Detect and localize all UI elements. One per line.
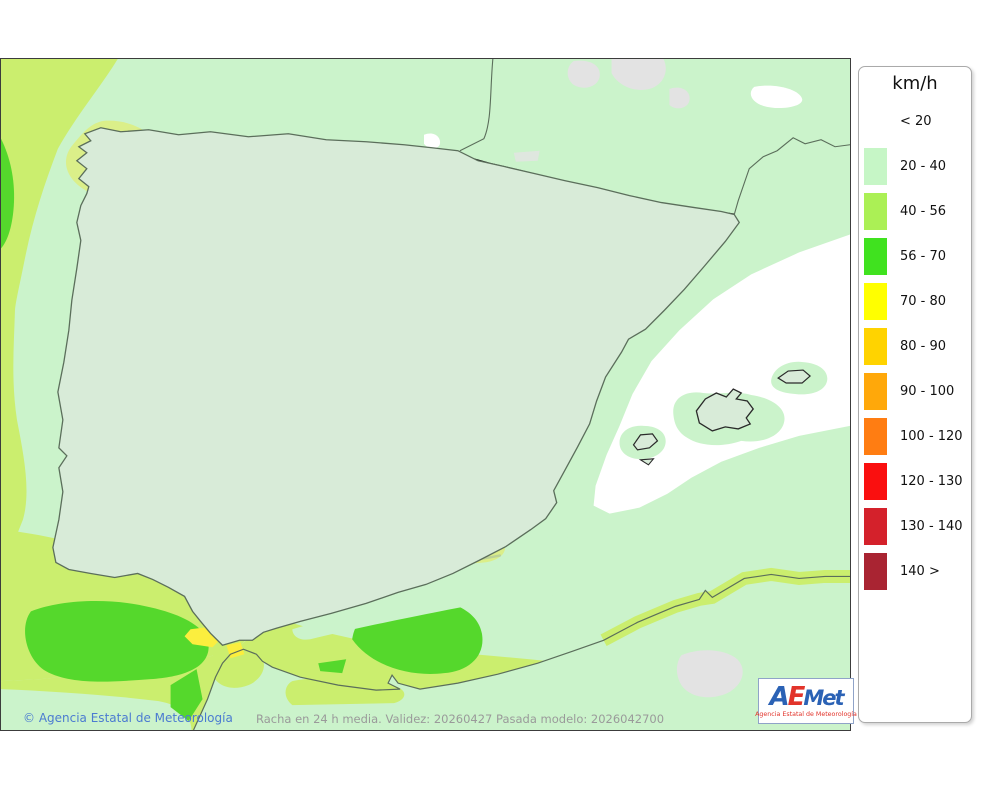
biscay-white-blob bbox=[750, 85, 803, 109]
coastal-20-40-band bbox=[292, 505, 569, 640]
logo-letter-a: A bbox=[769, 682, 789, 712]
logo-subtitle: Agencia Estatal de Meteorología bbox=[755, 711, 857, 718]
legend-color-swatch bbox=[864, 463, 887, 500]
aemet-logo: AEMet Agencia Estatal de Meteorología bbox=[755, 678, 857, 724]
legend-item-label: 40 - 56 bbox=[900, 204, 947, 219]
legend-item-label: < 20 bbox=[900, 114, 932, 129]
gulf-56-70-blob bbox=[25, 600, 209, 682]
legend-item-label: 100 - 120 bbox=[900, 429, 963, 444]
legend-item: 100 - 120 bbox=[859, 418, 971, 455]
france-gray-4 bbox=[513, 150, 540, 162]
tangier-40-56 bbox=[210, 646, 264, 688]
legend-item: 20 - 40 bbox=[859, 148, 971, 185]
legend-item: 90 - 100 bbox=[859, 373, 971, 410]
legend-color-swatch bbox=[864, 283, 887, 320]
france-gray-3 bbox=[669, 87, 690, 109]
legend-color-swatch bbox=[864, 373, 887, 410]
copyright-text: © Agencia Estatal de Meteorología bbox=[23, 711, 233, 725]
calm-biscay-blob bbox=[424, 133, 441, 149]
legend-color-swatch bbox=[864, 238, 887, 275]
legend-title: km/h bbox=[892, 73, 938, 94]
legend-item-label: 120 - 130 bbox=[900, 474, 963, 489]
legend-item-label: 56 - 70 bbox=[900, 249, 947, 264]
map-canvas: © Agencia Estatal de Meteorología Racha … bbox=[0, 58, 857, 731]
legend-list: < 20 20 - 40 40 - 56 56 - 70 70 - 80 80 … bbox=[859, 103, 971, 590]
legend-item: 70 - 80 bbox=[859, 283, 971, 320]
legend-item: < 20 bbox=[859, 103, 971, 140]
logo-letters-met: Met bbox=[803, 686, 844, 710]
france-gray-2 bbox=[611, 59, 666, 90]
legend-item: 56 - 70 bbox=[859, 238, 971, 275]
legend-item: 40 - 56 bbox=[859, 193, 971, 230]
france-med-coast bbox=[733, 137, 850, 215]
legend-item: 80 - 90 bbox=[859, 328, 971, 365]
strait-56-70-small bbox=[318, 659, 347, 674]
aemet-wordmark: AEMet bbox=[769, 682, 844, 712]
balearic-islands bbox=[619, 361, 828, 466]
legend-color-swatch bbox=[864, 193, 887, 230]
corner-20-40 bbox=[1, 689, 192, 730]
legend-panel: km/h < 20 20 - 40 40 - 56 56 - 70 70 - 8… bbox=[858, 66, 972, 723]
atlantic-56-70-strip bbox=[1, 138, 15, 249]
legend-color-swatch bbox=[864, 553, 887, 590]
legend-item: 120 - 130 bbox=[859, 463, 971, 500]
africa-gray-patch bbox=[676, 650, 743, 698]
iberia-wind-gust-map bbox=[1, 59, 850, 730]
legend-item-label: 80 - 90 bbox=[900, 339, 947, 354]
legend-color-swatch bbox=[864, 148, 887, 185]
legend-color-swatch bbox=[864, 418, 887, 455]
logo-letter-e: E bbox=[787, 682, 806, 712]
legend-item-label: 20 - 40 bbox=[900, 159, 947, 174]
sw-56-70-small bbox=[170, 669, 203, 722]
legend-item-label: 130 - 140 bbox=[900, 519, 963, 534]
africa-coastline bbox=[193, 573, 850, 730]
france-gray-1 bbox=[567, 60, 600, 88]
legend-item: 140 > bbox=[859, 553, 971, 590]
legend-item-label: 140 > bbox=[900, 564, 940, 579]
legend-item-label: 90 - 100 bbox=[900, 384, 955, 399]
atlantic-40-56-band bbox=[1, 59, 118, 546]
france-atlantic-coast bbox=[459, 59, 494, 152]
morocco-40-56 bbox=[285, 678, 405, 706]
legend-item: 130 - 140 bbox=[859, 508, 971, 545]
legend-item-label: 70 - 80 bbox=[900, 294, 947, 309]
legend-color-swatch bbox=[864, 508, 887, 545]
validity-caption: Racha en 24 h media. Validez: 20260427 P… bbox=[256, 712, 665, 726]
legend-color-swatch bbox=[864, 328, 887, 365]
